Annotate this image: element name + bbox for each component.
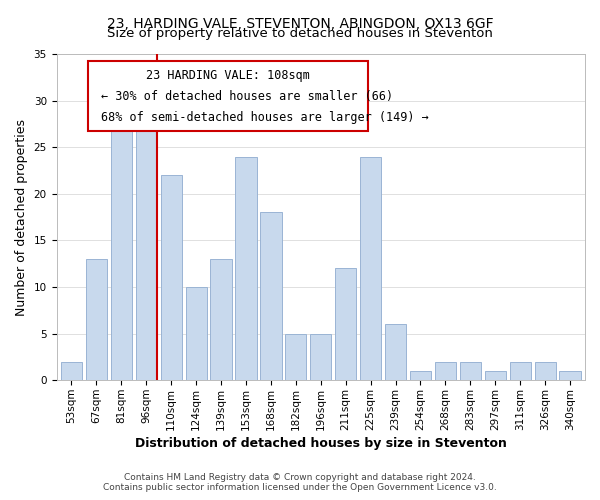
Bar — [185, 287, 207, 380]
Text: ← 30% of detached houses are smaller (66): ← 30% of detached houses are smaller (66… — [101, 90, 394, 103]
Bar — [310, 334, 331, 380]
FancyBboxPatch shape — [88, 60, 368, 130]
Text: Contains HM Land Registry data © Crown copyright and database right 2024.
Contai: Contains HM Land Registry data © Crown c… — [103, 473, 497, 492]
Bar — [211, 259, 232, 380]
Bar — [161, 175, 182, 380]
Bar — [136, 110, 157, 380]
Bar — [260, 212, 281, 380]
Bar — [360, 156, 381, 380]
Bar — [235, 156, 257, 380]
X-axis label: Distribution of detached houses by size in Steventon: Distribution of detached houses by size … — [135, 437, 507, 450]
Y-axis label: Number of detached properties: Number of detached properties — [15, 118, 28, 316]
Bar — [410, 371, 431, 380]
Bar — [535, 362, 556, 380]
Bar — [435, 362, 456, 380]
Text: 23 HARDING VALE: 108sqm: 23 HARDING VALE: 108sqm — [146, 68, 310, 82]
Bar — [460, 362, 481, 380]
Text: 68% of semi-detached houses are larger (149) →: 68% of semi-detached houses are larger (… — [101, 111, 429, 124]
Text: 23, HARDING VALE, STEVENTON, ABINGDON, OX13 6GF: 23, HARDING VALE, STEVENTON, ABINGDON, O… — [107, 18, 493, 32]
Bar — [559, 371, 581, 380]
Bar — [385, 324, 406, 380]
Bar — [86, 259, 107, 380]
Text: Size of property relative to detached houses in Steventon: Size of property relative to detached ho… — [107, 28, 493, 40]
Bar — [111, 128, 132, 380]
Bar — [285, 334, 307, 380]
Bar — [485, 371, 506, 380]
Bar — [61, 362, 82, 380]
Bar — [335, 268, 356, 380]
Bar — [509, 362, 531, 380]
